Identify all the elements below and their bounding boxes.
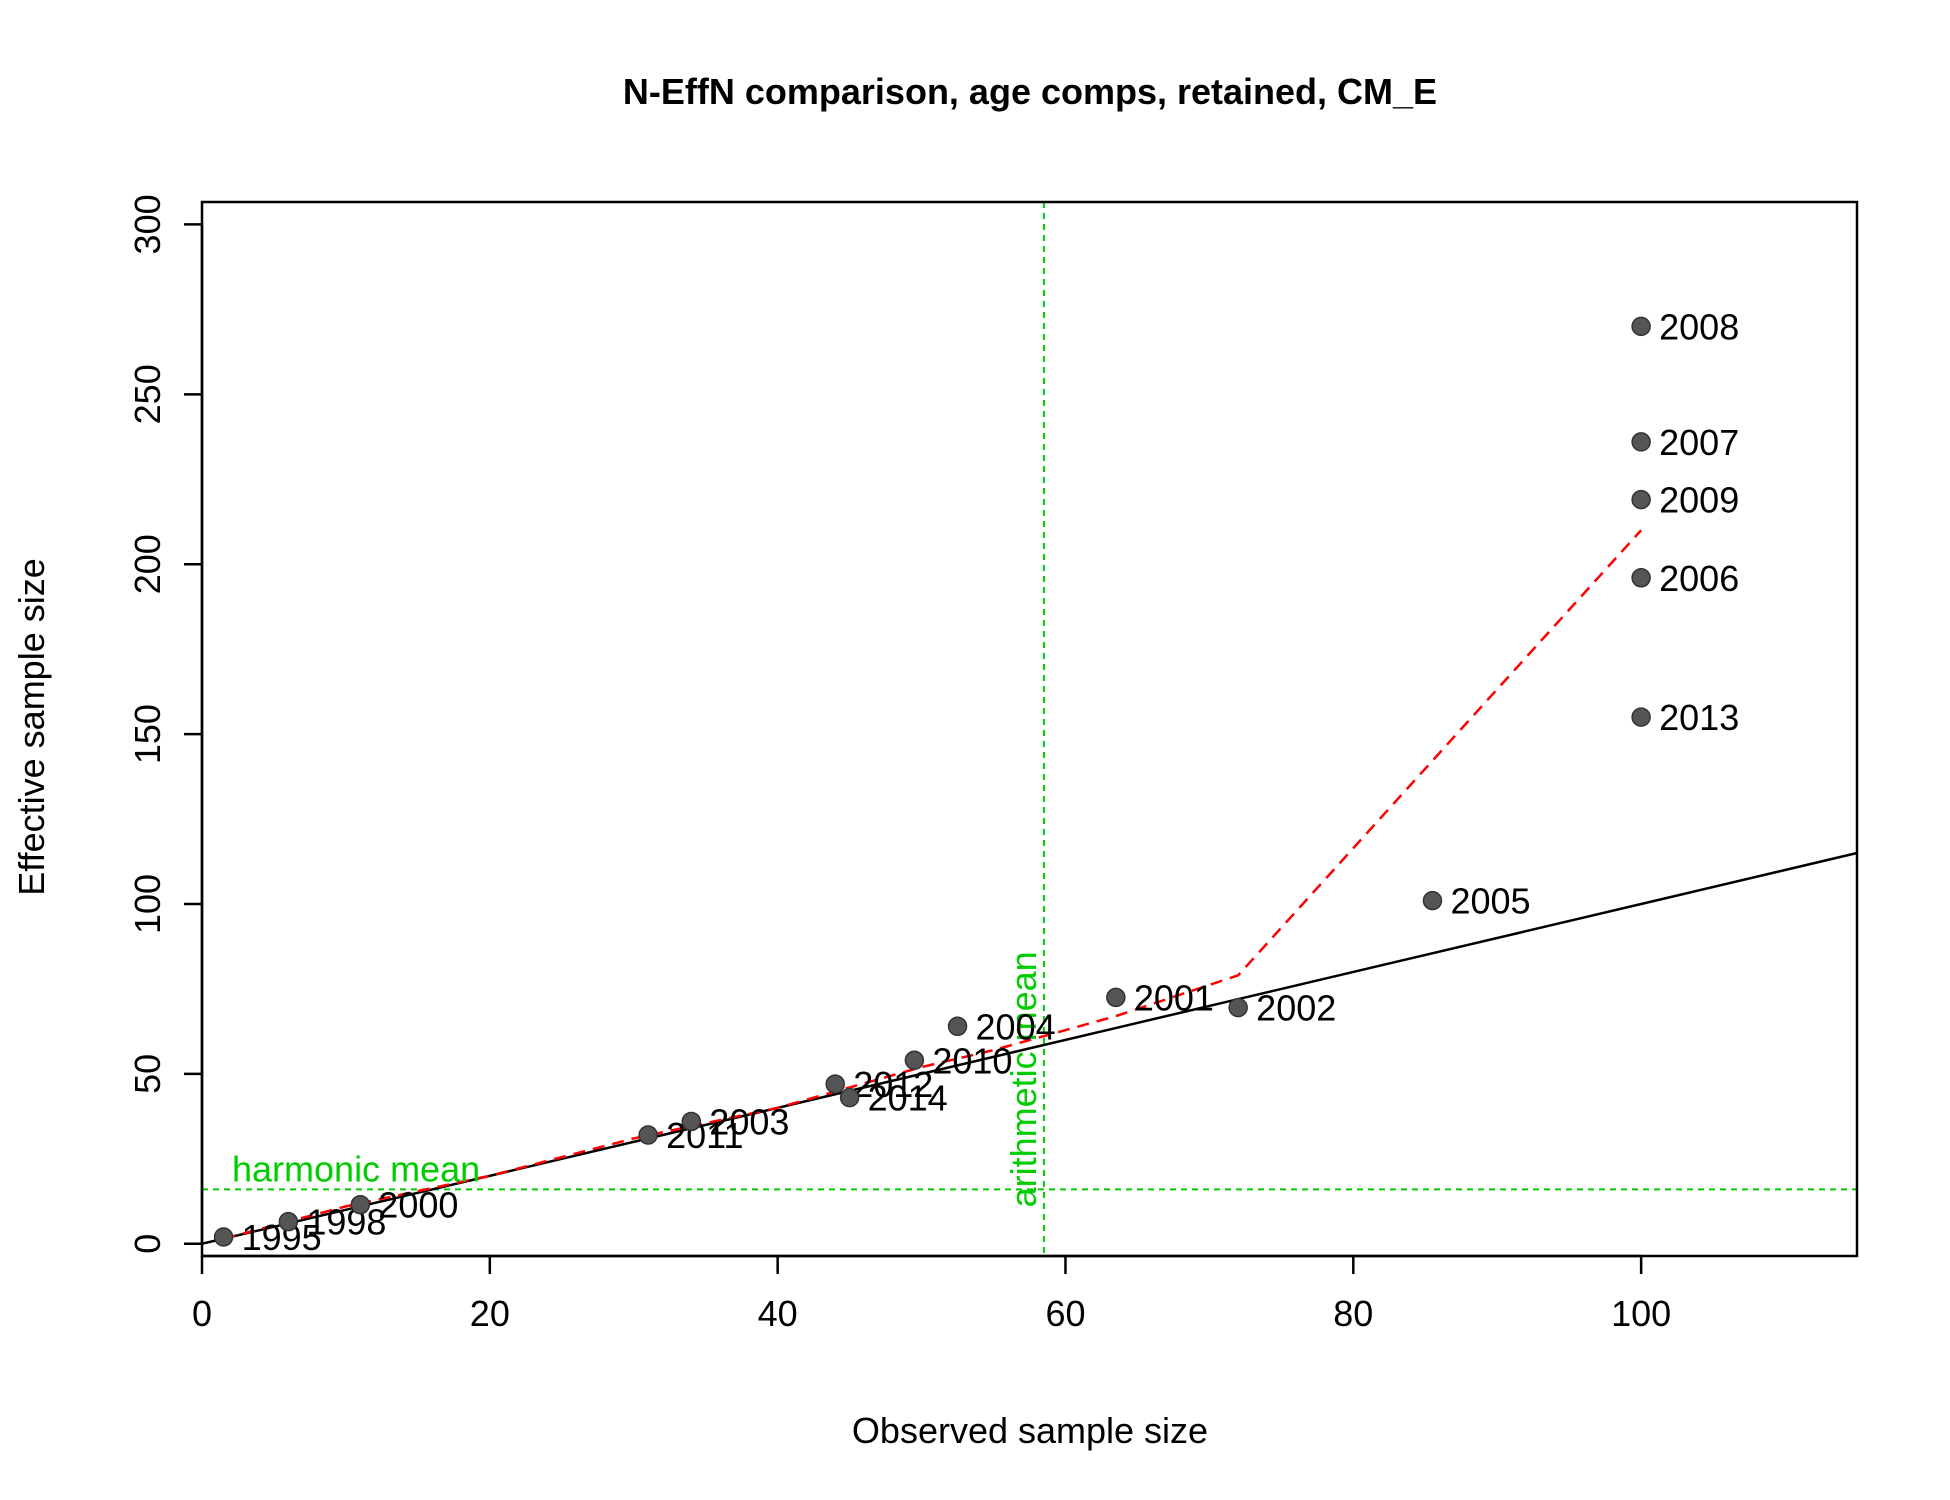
- data-point: [947, 1016, 968, 1037]
- data-point: [1106, 987, 1126, 1008]
- smoother-line: [223, 529, 1643, 1240]
- data-point-label: 2003: [709, 1101, 789, 1142]
- y-tick-label: 150: [127, 704, 168, 764]
- data-point: [1228, 997, 1248, 1018]
- data-point-label: 2014: [868, 1078, 948, 1119]
- data-point-label: 2004: [976, 1006, 1056, 1047]
- data-point-label: 2010: [932, 1040, 1012, 1081]
- data-point: [1631, 568, 1651, 588]
- y-tick-label: 300: [127, 194, 168, 254]
- data-point-label: 2011: [666, 1115, 743, 1156]
- data-point: [1631, 707, 1651, 727]
- data-point: [213, 1227, 234, 1247]
- data-point: [638, 1125, 658, 1145]
- y-tick-label: 250: [127, 364, 168, 424]
- x-tick-label: 0: [192, 1293, 212, 1334]
- plot-content: harmonic mean arithmetic mean199519982000…: [201, 202, 1858, 1258]
- data-point-label: 2005: [1450, 881, 1530, 922]
- y-axis: 0 50 100 150 200 250 300: [127, 194, 204, 1254]
- data-point-label: 2008: [1659, 306, 1739, 347]
- arithmetic-mean-label: arithmetic mean: [1003, 951, 1044, 1207]
- data-point: [1631, 316, 1651, 337]
- x-tick-label: 60: [1045, 1293, 1085, 1334]
- data-point-label: 2006: [1659, 558, 1739, 599]
- data-point-label: 2007: [1659, 422, 1739, 463]
- data-point: [350, 1194, 371, 1215]
- data-point: [1631, 489, 1651, 510]
- chart-title: N-EffN comparison, age comps, retained, …: [623, 71, 1437, 112]
- harmonic-mean-label: harmonic mean: [232, 1148, 480, 1189]
- data-point-label: 2009: [1659, 480, 1739, 521]
- data-point-label: 1998: [306, 1202, 386, 1243]
- y-axis-label: Effective sample size: [11, 558, 52, 895]
- y-tick-label: 50: [127, 1054, 168, 1094]
- y-tick-label: 200: [127, 534, 168, 594]
- data-point: [1631, 432, 1651, 452]
- data-point-label: 2002: [1256, 988, 1336, 1029]
- data-point: [904, 1050, 925, 1071]
- x-tick-label: 20: [470, 1293, 510, 1334]
- y-tick-label: 100: [127, 874, 168, 934]
- x-tick-label: 100: [1611, 1293, 1671, 1334]
- x-axis-label: Observed sample size: [852, 1410, 1208, 1451]
- x-axis: 0 20 40 60 80 100: [192, 1254, 1671, 1334]
- y-tick-label: 0: [127, 1234, 168, 1254]
- data-point-label: 2001: [1134, 977, 1214, 1018]
- data-point-label: 2000: [378, 1185, 458, 1226]
- data-point: [825, 1074, 845, 1094]
- x-tick-label: 80: [1333, 1293, 1373, 1334]
- data-point: [839, 1087, 860, 1108]
- data-point: [278, 1211, 299, 1232]
- x-tick-label: 40: [758, 1293, 798, 1334]
- data-point: [1422, 890, 1443, 911]
- data-point-label: 2012: [853, 1064, 933, 1105]
- data-point: [681, 1111, 702, 1132]
- data-point-label: 2013: [1659, 697, 1739, 738]
